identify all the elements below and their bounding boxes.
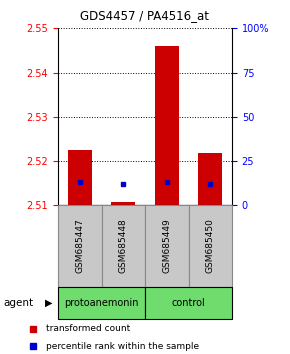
Text: control: control [172,298,205,308]
Bar [111,202,135,205]
Bar [145,205,188,287]
Text: protoanemonin: protoanemonin [64,298,139,308]
Text: transformed count: transformed count [46,324,131,333]
Text: percentile rank within the sample: percentile rank within the sample [46,342,200,351]
Text: agent: agent [3,298,33,308]
Bar [155,46,179,205]
Text: GDS4457 / PA4516_at: GDS4457 / PA4516_at [81,10,209,22]
Bar [58,205,102,287]
Bar [68,150,92,205]
Bar [188,205,232,287]
Bar [102,205,145,287]
Bar [198,153,222,205]
Bar [58,287,145,319]
Text: GSM685447: GSM685447 [75,219,84,273]
Bar [145,287,232,319]
Text: GSM685450: GSM685450 [206,218,215,274]
Text: ▶: ▶ [45,298,52,308]
Text: GSM685448: GSM685448 [119,219,128,273]
Text: GSM685449: GSM685449 [162,219,171,273]
